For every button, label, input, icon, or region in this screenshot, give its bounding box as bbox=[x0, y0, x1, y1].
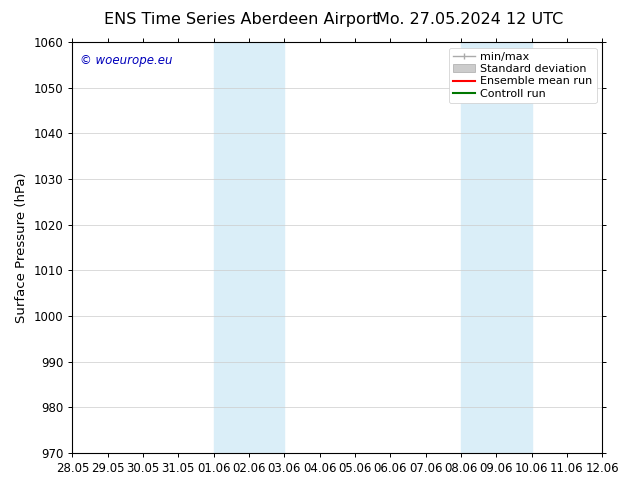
Bar bbox=[461, 42, 531, 453]
Text: Mo. 27.05.2024 12 UTC: Mo. 27.05.2024 12 UTC bbox=[375, 12, 563, 27]
Text: © woeurope.eu: © woeurope.eu bbox=[81, 54, 173, 68]
Legend: min/max, Standard deviation, Ensemble mean run, Controll run: min/max, Standard deviation, Ensemble me… bbox=[449, 48, 597, 103]
Y-axis label: Surface Pressure (hPa): Surface Pressure (hPa) bbox=[15, 172, 28, 323]
Text: ENS Time Series Aberdeen Airport: ENS Time Series Aberdeen Airport bbox=[103, 12, 378, 27]
Bar bbox=[214, 42, 284, 453]
